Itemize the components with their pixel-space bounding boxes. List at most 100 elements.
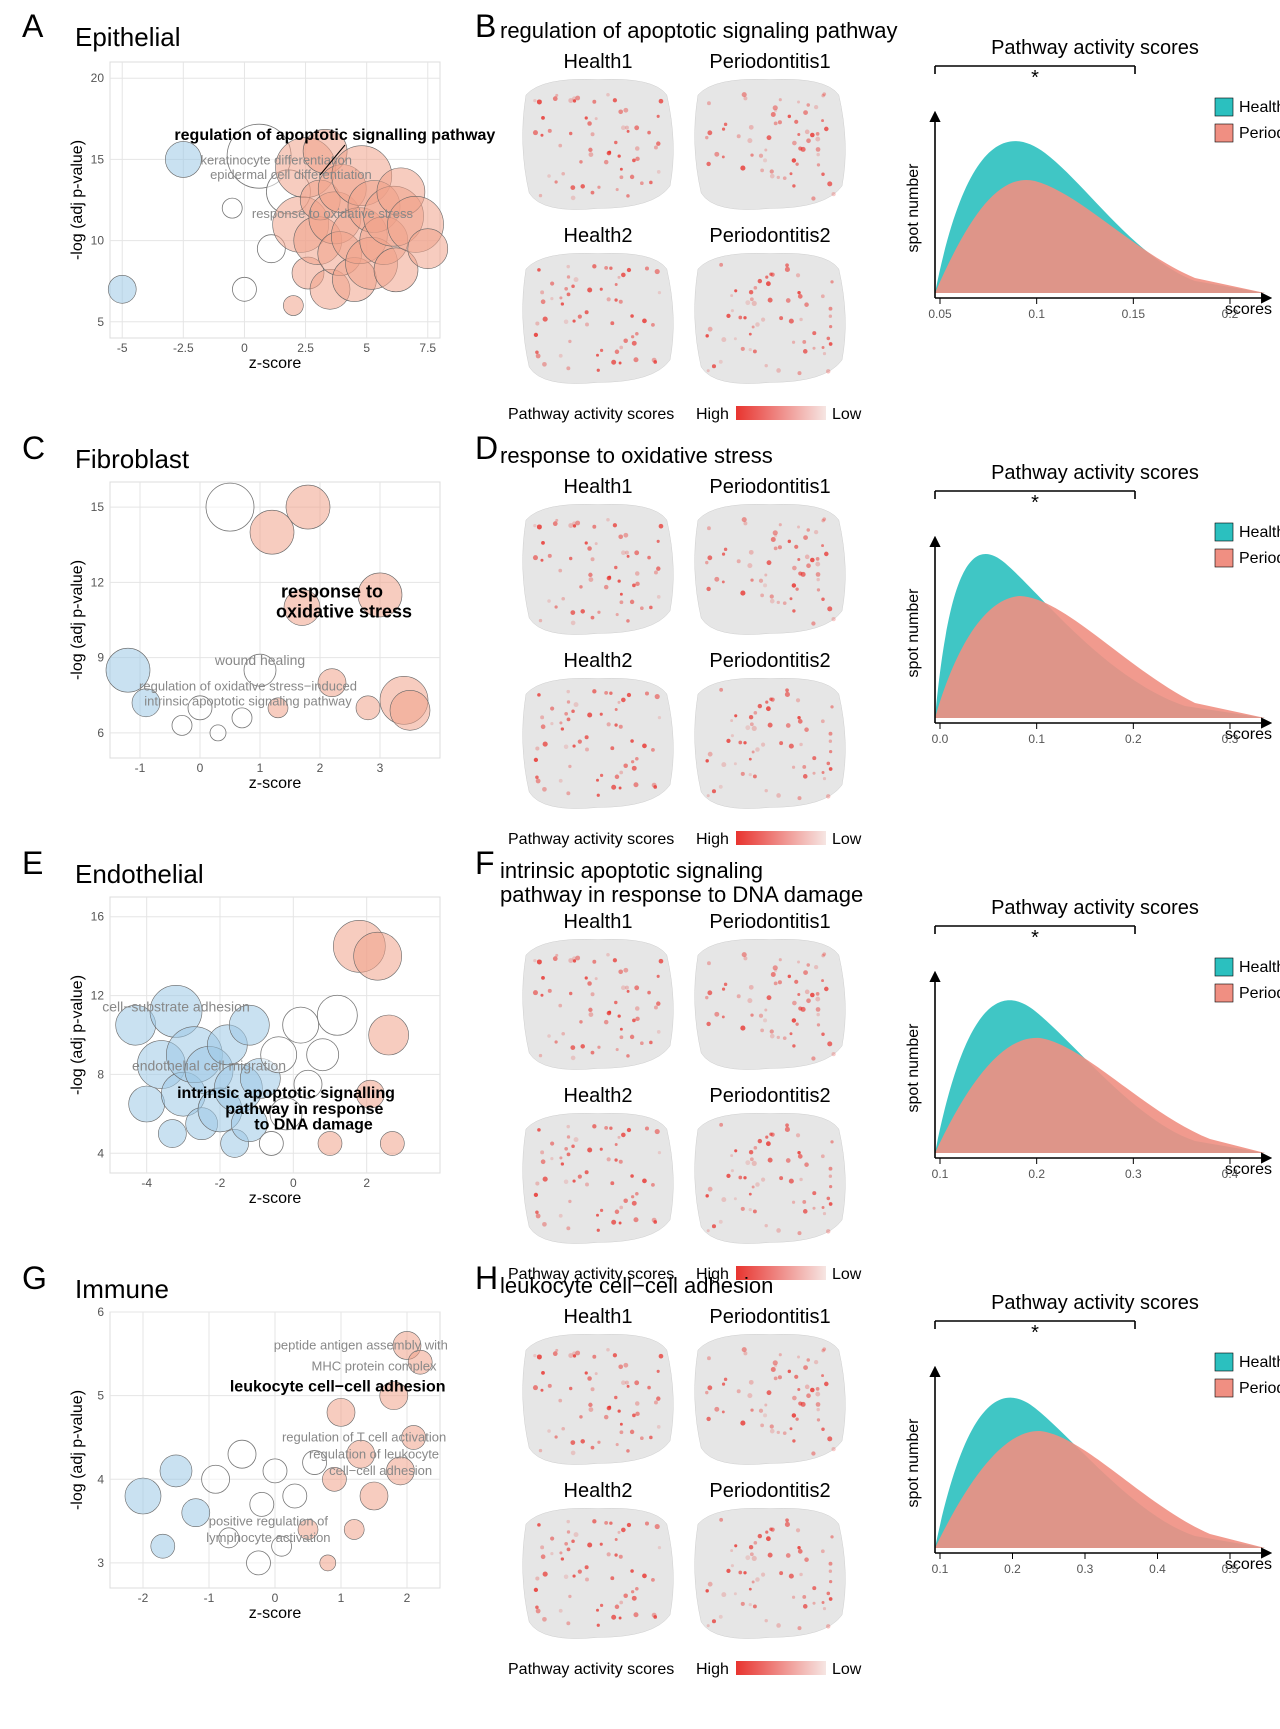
bubble-plot-A: -5-2.502.557.55101520regulation of apopt… <box>69 62 495 372</box>
tissue-label: Health1 <box>564 51 633 73</box>
svg-text:15: 15 <box>91 500 105 514</box>
annotation: lymphocyte activation <box>206 1530 330 1545</box>
gradbar-low: Low <box>832 1266 862 1283</box>
bubble <box>259 1131 283 1155</box>
bubble <box>390 690 430 730</box>
svg-text:0.2: 0.2 <box>1028 1167 1045 1181</box>
tissue-tile <box>523 79 674 209</box>
bubble <box>172 715 192 735</box>
density-legend: HealthPeriodontitis <box>1215 523 1280 567</box>
bubble <box>327 1398 355 1426</box>
right-panel-F: intrinsic apoptotic signalingpathway in … <box>500 858 1280 1283</box>
density-plot: Pathway activity scores*spot numberscore… <box>905 37 1280 321</box>
tissue-tile <box>695 678 846 808</box>
tissue-label: Health2 <box>564 650 633 672</box>
tissue-label: Health2 <box>564 1085 633 1107</box>
bubble <box>165 141 201 177</box>
density-title: Pathway activity scores <box>991 37 1199 59</box>
density-ylabel: spot number <box>905 588 922 678</box>
annotation: cell−cell adhesion <box>329 1463 432 1478</box>
density-legend: Health Periodontitis <box>1215 958 1280 1002</box>
svg-text:8: 8 <box>97 1067 104 1081</box>
svg-text:0.2: 0.2 <box>1004 1562 1021 1576</box>
legend-health: Health <box>1239 99 1280 116</box>
tissue-label: Health2 <box>564 1480 633 1502</box>
legend-perio: Periodontitis <box>1239 125 1280 142</box>
svg-text:10: 10 <box>91 234 105 248</box>
right-panel-H: leukocyte cell−cell adhesionHealth1Perio… <box>500 1273 1280 1678</box>
svg-text:9: 9 <box>97 651 104 665</box>
annotation: intrinsic apoptotic signalling <box>177 1085 395 1102</box>
bubble <box>318 1131 342 1155</box>
y-axis-title: -log (adj p-value) <box>69 140 86 260</box>
annotation: positive regulation of <box>209 1513 329 1528</box>
legend-perio: Periodontitis <box>1239 985 1280 1002</box>
svg-text:-1: -1 <box>204 1591 215 1605</box>
annotation: to DNA damage <box>254 1117 373 1134</box>
density-ylabel: spot number <box>905 1418 922 1508</box>
y-axis-title: -log (adj p-value) <box>69 1390 86 1510</box>
gradbar <box>736 831 826 845</box>
tissue-label: Periodontitis2 <box>709 225 830 247</box>
svg-text:20: 20 <box>91 71 105 85</box>
legend-health: Health <box>1239 959 1280 976</box>
tissue-label: Periodontitis1 <box>709 1306 830 1328</box>
bubble <box>369 1015 409 1055</box>
svg-text:0.1: 0.1 <box>1028 732 1045 746</box>
bubble <box>307 1039 339 1071</box>
annotation: epidermal cell differentiation <box>210 167 372 182</box>
svg-canvas: -5-2.502.557.55101520regulation of apopt… <box>0 0 1280 1729</box>
annotation: peptide antigen assembly with <box>274 1338 448 1353</box>
gradbar <box>736 1661 826 1675</box>
annotation: MHC protein complex <box>312 1359 437 1374</box>
density-ylabel: spot number <box>905 1023 922 1113</box>
tissue-tile <box>523 1334 674 1464</box>
pathway-title: intrinsic apoptotic signaling <box>500 858 763 883</box>
annotation: regulation of oxidative stress−induced <box>139 678 357 693</box>
svg-text:0.5: 0.5 <box>1222 1562 1239 1576</box>
bubble-plot-G: -2-10123456peptide antigen assembly with… <box>69 1305 448 1622</box>
tissue-label: Periodontitis1 <box>709 51 830 73</box>
sig-star: * <box>1031 1322 1039 1344</box>
y-axis-title: -log (adj p-value) <box>69 560 86 680</box>
tissue-label: Periodontitis1 <box>709 911 830 933</box>
legend-health: Health <box>1239 1354 1280 1371</box>
tissue-label: Periodontitis2 <box>709 1085 830 1107</box>
bubble-plot-C: -10123691215response tooxidative stressw… <box>69 482 440 792</box>
tissue-label: Health1 <box>564 1306 633 1328</box>
annotation: regulation of apoptotic signalling pathw… <box>174 127 495 144</box>
svg-text:0: 0 <box>241 341 248 355</box>
sig-star: * <box>1031 492 1039 514</box>
svg-text:5: 5 <box>363 341 370 355</box>
density-title: Pathway activity scores <box>991 1292 1199 1314</box>
bubble <box>263 1459 287 1483</box>
right-panel-B: regulation of apoptotic signaling pathwa… <box>500 18 1280 423</box>
gradbar-low: Low <box>832 406 862 423</box>
svg-text:2: 2 <box>363 1176 370 1190</box>
tissue-tile <box>695 1334 846 1464</box>
svg-text:-2: -2 <box>215 1176 226 1190</box>
bubble <box>356 696 380 720</box>
gradbar-prefix: Pathway activity scores <box>508 831 674 848</box>
legend-perio: Periodontitis <box>1239 1380 1280 1397</box>
svg-text:0.15: 0.15 <box>1122 307 1146 321</box>
gradbar-low: Low <box>832 1661 862 1678</box>
svg-text:0.4: 0.4 <box>1222 1167 1239 1181</box>
tissue-tile <box>523 253 674 383</box>
svg-text:0.2: 0.2 <box>1222 307 1239 321</box>
bubble <box>129 1086 165 1122</box>
gradbar <box>736 406 826 420</box>
gradbar-high: High <box>696 406 729 423</box>
bubble <box>283 1007 319 1043</box>
svg-text:-5: -5 <box>117 341 128 355</box>
legend-health: Health <box>1239 524 1280 541</box>
pathway-title: pathway in response to DNA damage <box>500 882 863 907</box>
sig-star: * <box>1031 927 1039 949</box>
bubble <box>182 1499 210 1527</box>
density-legend: Health Periodontitis <box>1215 98 1280 142</box>
tissue-tile <box>523 504 674 634</box>
density-legend: Health Periodontitis <box>1215 1353 1280 1397</box>
gradbar-prefix: Pathway activity scores <box>508 406 674 423</box>
annotation: oxidative stress <box>276 601 412 621</box>
bubble <box>151 1534 175 1558</box>
